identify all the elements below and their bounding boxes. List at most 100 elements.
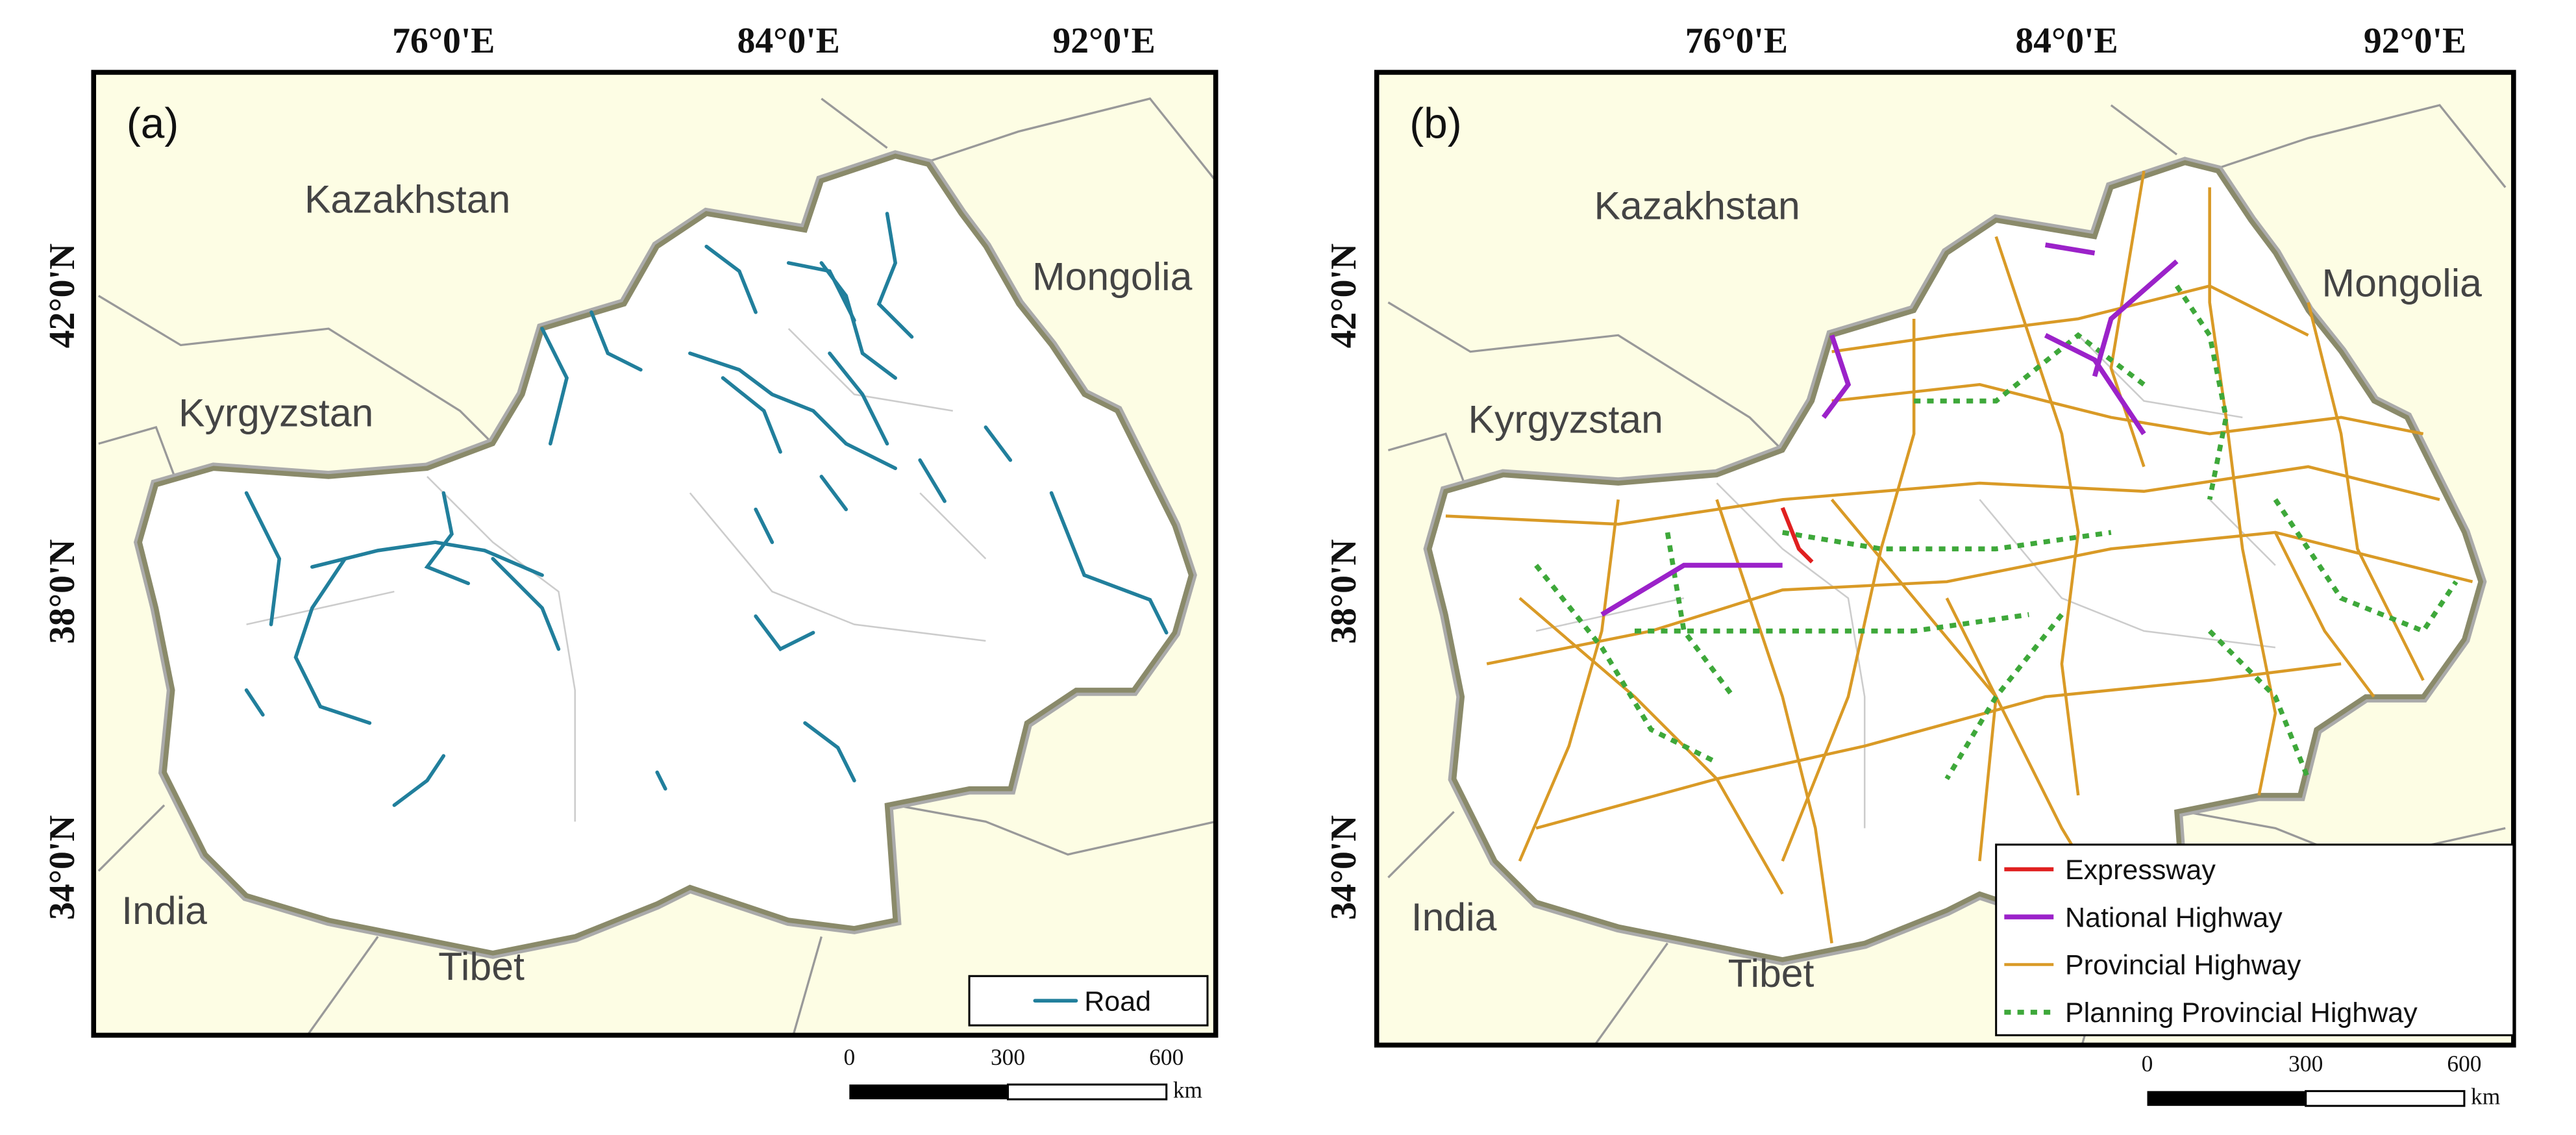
- map-body: Kazakhstan Mongolia Kyrgyzstan India Tibet: [93, 72, 1216, 1036]
- region-label: Mongolia: [1032, 254, 1193, 298]
- legend-label: National Highway: [2065, 902, 2283, 933]
- provincial-highway: [1831, 382, 2424, 436]
- expressway: [1780, 506, 1814, 564]
- map-content: Kazakhstan Mongolia Kyrgyzstan India Tibet: [97, 97, 1216, 1036]
- map-content: Kazakhstan Mongolia Kyrgyzstan India Tibet: [1387, 104, 2507, 1045]
- country-border: [2110, 104, 2178, 156]
- road: [984, 425, 1013, 462]
- region-label: Kazakhstan: [304, 177, 510, 221]
- planning-highway: [2207, 629, 2311, 780]
- region-label: Kyrgyzstan: [179, 390, 373, 434]
- country-border: [895, 804, 1216, 856]
- region-label: Tibet: [438, 944, 525, 988]
- provincial-highway: [1518, 499, 1620, 862]
- country-border: [919, 97, 1216, 182]
- road: [293, 556, 372, 725]
- admin-boundary: [427, 476, 576, 822]
- country-border: [1387, 432, 1472, 500]
- road: [655, 770, 667, 791]
- legend-label: Expressway: [2065, 854, 2216, 886]
- country-border: [821, 97, 888, 149]
- legend-box: [968, 975, 1209, 1027]
- lon-label: 76°0'E: [1685, 21, 1788, 61]
- country-border: [97, 295, 494, 445]
- lon-label: 76°0'E: [392, 21, 495, 61]
- lat-label: 42°0'N: [1324, 243, 1364, 348]
- road: [392, 754, 446, 807]
- road: [424, 491, 471, 586]
- road: [491, 556, 561, 651]
- lon-label: 92°0'E: [2364, 21, 2466, 61]
- road: [918, 458, 947, 503]
- planning-highway: [2174, 284, 2229, 501]
- country-border: [1387, 301, 1783, 451]
- road: [754, 475, 848, 544]
- admin-boundary: [1535, 597, 1685, 632]
- national-highway: [2044, 332, 2146, 436]
- scale-black: [2147, 1091, 2306, 1106]
- region-label: Tibet: [1728, 951, 1814, 995]
- road: [589, 310, 643, 372]
- legend-label: Provincial Highway: [2065, 950, 2301, 981]
- provincial-highway: [1831, 284, 2309, 353]
- frame: [91, 69, 1219, 1038]
- lat-label: 38°0'N: [42, 539, 82, 643]
- map-panel: Kazakhstan Mongolia Kyrgyzstan India Tibet (a…: [42, 21, 1219, 1103]
- legend-label: Road: [1084, 986, 1151, 1017]
- road: [310, 540, 544, 577]
- admin-boundary: [689, 492, 986, 642]
- lon-label: 92°0'E: [1052, 21, 1155, 61]
- lat-label: 34°0'N: [42, 816, 82, 920]
- frame: [1374, 69, 2516, 1048]
- national-highway: [1600, 562, 1783, 617]
- country-border: [792, 936, 823, 1036]
- road: [721, 351, 889, 454]
- country-border: [1387, 811, 1455, 879]
- map-panel: Kazakhstan Mongolia Kyrgyzstan India Tibet (b…: [1324, 21, 2516, 1110]
- scale-label: 300: [991, 1044, 1025, 1070]
- lat-label: 38°0'N: [1324, 539, 1364, 643]
- provincial-highway: [1445, 465, 2440, 526]
- provincial-highway: [1535, 662, 2342, 830]
- region-label: India: [1411, 895, 1497, 939]
- national-highway: [1821, 334, 1852, 419]
- planning-highway: [1944, 613, 2064, 780]
- panel-label: (b): [1409, 99, 1461, 147]
- admin-boundary: [2209, 499, 2276, 566]
- country-border: [1593, 942, 1668, 1045]
- scale-unit: km: [2471, 1084, 2500, 1110]
- provincial-highway: [1781, 318, 1916, 862]
- road: [540, 327, 569, 446]
- road: [754, 614, 815, 652]
- country-border: [97, 804, 166, 872]
- provincial-highway: [1830, 498, 1998, 862]
- road: [803, 721, 856, 782]
- legend-box: [1995, 843, 2515, 1036]
- provincial-highway: [2109, 170, 2146, 468]
- planning-highway: [1634, 612, 2029, 634]
- scale-label: 0: [2142, 1051, 2153, 1077]
- region-label: Kyrgyzstan: [1468, 397, 1663, 441]
- provincial-highway: [1518, 597, 1784, 895]
- scale-black: [849, 1084, 1008, 1100]
- lat-label: 34°0'N: [1324, 816, 1364, 920]
- road: [244, 688, 265, 717]
- admin-boundary: [787, 328, 953, 412]
- admin-boundary: [1979, 499, 2276, 649]
- region-label: India: [121, 888, 207, 932]
- region-label: Mongolia: [2322, 260, 2483, 305]
- provincial-highway: [1994, 236, 2080, 796]
- national-highway: [2044, 242, 2096, 256]
- country-border: [306, 936, 379, 1036]
- provincial-highway: [2208, 187, 2277, 796]
- scale-unit: km: [1173, 1077, 1202, 1103]
- provincial-highway: [2273, 531, 2375, 698]
- lon-label: 84°0'E: [737, 21, 840, 61]
- scale-label: 600: [1149, 1044, 1183, 1070]
- planning-highway: [2273, 498, 2458, 634]
- panel-label: (a): [127, 99, 179, 147]
- scale-label: 600: [2447, 1051, 2481, 1077]
- planning-highway: [1534, 564, 1718, 765]
